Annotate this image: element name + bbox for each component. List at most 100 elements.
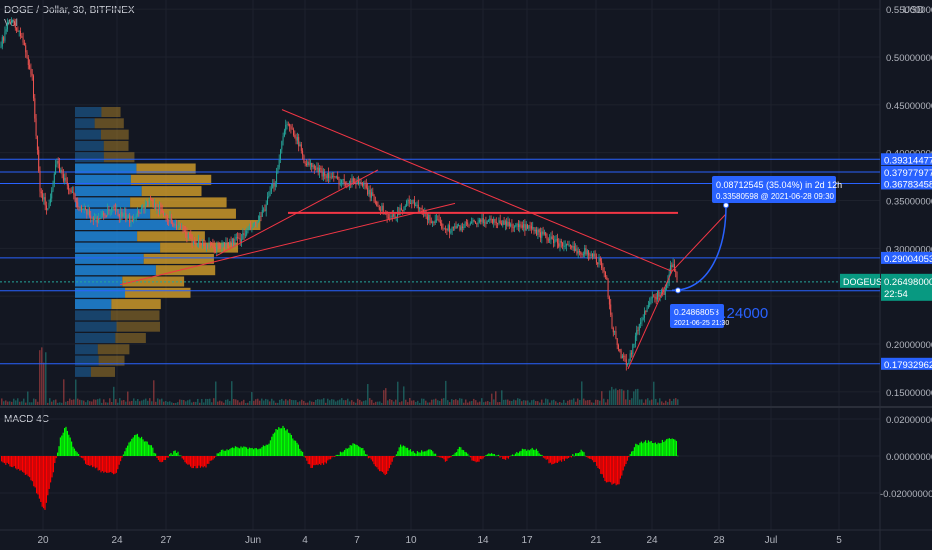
volume-bar bbox=[431, 399, 433, 405]
candle-body bbox=[130, 220, 132, 223]
macd-bar bbox=[603, 456, 605, 478]
macd-bar bbox=[643, 441, 645, 456]
candle-body bbox=[616, 338, 618, 346]
volume-bar bbox=[211, 402, 213, 405]
candle-body bbox=[53, 173, 55, 184]
volume-bar bbox=[301, 399, 303, 405]
volume-bar bbox=[141, 400, 143, 405]
currency-label[interactable]: USD bbox=[902, 5, 924, 16]
candle-body bbox=[57, 160, 59, 164]
volume-bar bbox=[101, 402, 103, 405]
candle-body bbox=[644, 311, 645, 318]
candle-body bbox=[333, 176, 335, 177]
trend-lines[interactable] bbox=[119, 109, 727, 370]
macd-bar bbox=[135, 434, 137, 456]
candle-body bbox=[235, 237, 237, 239]
volume-bar bbox=[173, 402, 175, 405]
candle-body bbox=[276, 171, 278, 183]
macd-bar bbox=[440, 456, 442, 458]
volume-bar bbox=[95, 399, 97, 405]
candle-body bbox=[72, 191, 73, 193]
macd-bar bbox=[75, 450, 77, 456]
macd-bar bbox=[176, 452, 178, 456]
volume-bar bbox=[395, 399, 397, 405]
candle-body bbox=[88, 210, 90, 216]
candle-body bbox=[462, 226, 463, 228]
time-tick-label: 27 bbox=[160, 535, 172, 546]
candle-body bbox=[420, 208, 422, 210]
volume-bar bbox=[31, 402, 33, 405]
candle-body bbox=[551, 236, 553, 240]
volume-bar bbox=[577, 398, 579, 405]
macd-bar bbox=[99, 456, 101, 471]
candle-body bbox=[291, 128, 293, 130]
macd-bar bbox=[132, 437, 134, 456]
candle-body bbox=[495, 221, 497, 223]
candle-body bbox=[285, 124, 287, 131]
volume-bar bbox=[203, 402, 205, 405]
volume-bar bbox=[209, 398, 211, 405]
macd-bar bbox=[640, 441, 642, 456]
candle-body bbox=[247, 229, 249, 231]
macd-bar bbox=[412, 450, 414, 456]
candle-body bbox=[360, 181, 362, 184]
macd-bar bbox=[8, 456, 10, 465]
candle-body bbox=[465, 222, 467, 224]
volume-bar bbox=[461, 398, 463, 405]
volume-bar bbox=[291, 399, 293, 405]
projection-start-point bbox=[675, 287, 681, 294]
candle-body bbox=[42, 193, 44, 200]
macd-bar bbox=[173, 451, 175, 456]
macd-bar bbox=[659, 443, 661, 456]
macd-bar bbox=[415, 453, 417, 456]
macd-bar bbox=[598, 456, 600, 470]
symbol-title[interactable]: DOGE / Dollar, 30, BITFINEX bbox=[4, 5, 135, 16]
candle-body bbox=[367, 187, 369, 195]
macd-bar bbox=[90, 456, 92, 466]
volume-bar bbox=[159, 399, 161, 405]
level-price-tag bbox=[881, 251, 932, 264]
start-box-line1: 0.24868053 bbox=[674, 307, 719, 317]
macd-bar bbox=[579, 452, 581, 456]
macd-bar bbox=[325, 456, 327, 464]
volume-bar bbox=[103, 399, 105, 405]
macd-bar bbox=[444, 456, 446, 462]
macd-bar bbox=[188, 456, 190, 465]
candle-body bbox=[38, 149, 40, 172]
macd-bar bbox=[220, 449, 222, 456]
volume-profile-bar-down bbox=[160, 242, 239, 253]
macd-bar bbox=[563, 456, 565, 461]
volume-bar bbox=[383, 390, 385, 405]
macd-bar bbox=[380, 456, 382, 472]
candle-body bbox=[663, 291, 665, 295]
candle-body bbox=[209, 242, 211, 245]
candle-body bbox=[280, 149, 281, 160]
candle-body bbox=[23, 42, 25, 46]
candle-body bbox=[164, 214, 166, 216]
candle-body bbox=[475, 221, 476, 224]
macd-bar bbox=[100, 456, 102, 473]
candle-body bbox=[642, 317, 644, 320]
volume-bar bbox=[51, 401, 53, 405]
macd-bar bbox=[517, 453, 519, 456]
macd-bar bbox=[163, 456, 165, 461]
candle-body bbox=[85, 208, 86, 210]
candle-body bbox=[620, 350, 622, 359]
macd-bar bbox=[183, 456, 185, 460]
volume-bar bbox=[71, 399, 73, 405]
macd-bar bbox=[342, 451, 344, 456]
macd-bar bbox=[653, 443, 655, 456]
volume-bar bbox=[323, 398, 325, 405]
candle-body bbox=[607, 279, 609, 298]
candle-body bbox=[203, 242, 205, 246]
candle-body bbox=[268, 196, 270, 197]
macd-bar bbox=[470, 456, 472, 458]
candle-body bbox=[632, 344, 634, 355]
volume-profile-bar-up bbox=[75, 333, 116, 343]
volume-bar bbox=[369, 398, 371, 405]
volume-bar bbox=[279, 399, 281, 405]
volume-bar bbox=[123, 399, 125, 405]
projection-curve bbox=[671, 205, 727, 292]
